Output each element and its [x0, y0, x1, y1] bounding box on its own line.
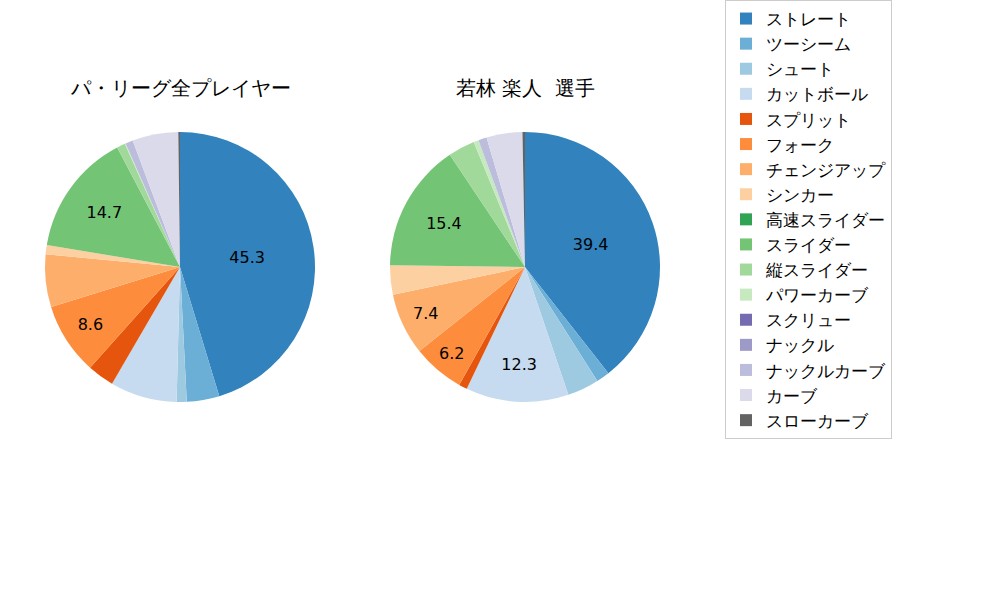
svg-text:スクリュー: スクリュー [766, 310, 851, 330]
svg-text:スライダー: スライダー [766, 235, 851, 255]
svg-text:縦スライダー: 縦スライダー [765, 260, 868, 280]
svg-text:12.3: 12.3 [501, 355, 537, 374]
svg-text:7.4: 7.4 [413, 304, 438, 323]
svg-text:フォーク: フォーク [766, 135, 834, 155]
svg-text:カーブ: カーブ [766, 386, 818, 406]
svg-text:6.2: 6.2 [439, 344, 464, 363]
svg-text:パ・リーグ全プレイヤー: パ・リーグ全プレイヤー [70, 76, 291, 100]
svg-text:ツーシーム: ツーシーム [766, 34, 851, 54]
svg-text:ストレート: ストレート [766, 9, 851, 29]
svg-text:パワーカーブ: パワーカーブ [765, 285, 869, 305]
svg-text:8.6: 8.6 [78, 315, 103, 334]
svg-text:スローカーブ: スローカーブ [766, 411, 869, 431]
svg-text:シュート: シュート [766, 59, 834, 79]
svg-text:45.3: 45.3 [229, 248, 265, 267]
svg-text:ナックル: ナックル [766, 335, 834, 355]
svg-text:高速スライダー: 高速スライダー [766, 210, 885, 230]
svg-text:スプリット: スプリット [766, 110, 851, 130]
svg-text:15.4: 15.4 [426, 214, 462, 233]
svg-text:若林 楽人 選手: 若林 楽人 選手 [456, 76, 595, 100]
svg-text:チェンジアップ: チェンジアップ [766, 160, 886, 180]
svg-text:カットボール: カットボール [766, 84, 868, 104]
svg-text:14.7: 14.7 [86, 203, 122, 222]
svg-text:ナックルカーブ: ナックルカーブ [766, 361, 886, 381]
svg-text:39.4: 39.4 [573, 235, 609, 254]
svg-text:シンカー: シンカー [766, 185, 834, 205]
